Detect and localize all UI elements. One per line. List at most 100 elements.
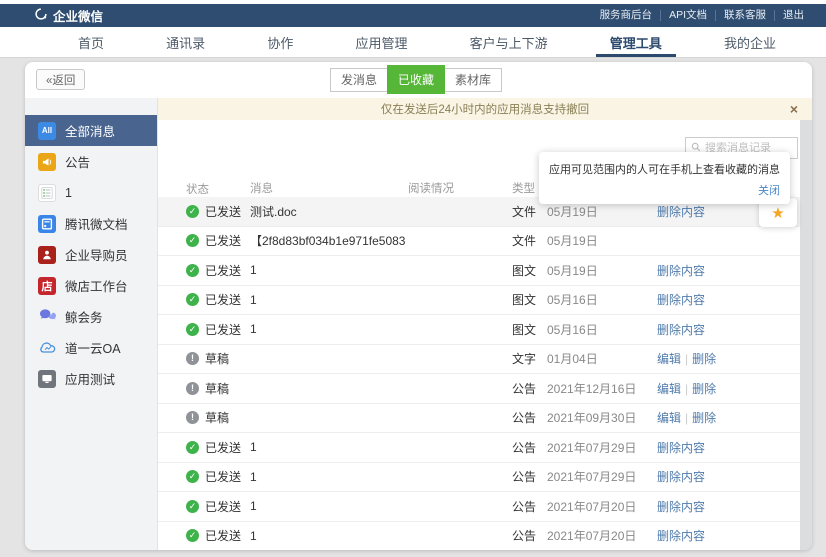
main-nav: 首页 通讯录 协作 应用管理 客户与上下游 管理工具 我的企业 [0, 27, 826, 58]
nav-item-1[interactable]: 首页 [78, 35, 105, 51]
status-text: 已发送 [205, 204, 242, 219]
scrollbar-track[interactable] [800, 120, 812, 550]
sidebar-item[interactable]: 腾讯微文档 [25, 208, 157, 239]
action-link[interactable]: 编辑 [657, 381, 682, 396]
search-icon [691, 139, 701, 157]
actions-cell: 删除内容 [657, 468, 740, 485]
close-icon[interactable]: × [789, 101, 798, 117]
nav-item-3[interactable]: 协作 [267, 35, 294, 51]
sent-check-icon: ✓ [186, 322, 199, 336]
sidebar-item[interactable]: All 全部消息 [25, 115, 157, 146]
topbar-link[interactable]: API文档 [660, 10, 715, 21]
draft-icon: ! [186, 411, 199, 425]
window-top-strip [0, 0, 826, 4]
action-link[interactable]: 删除 [692, 352, 717, 367]
type-cell: 文件 [512, 204, 537, 219]
table-row: ✓ 已发送 1 图文 05月19日 删除内容 [158, 256, 800, 286]
sidebar-item[interactable]: 企业导购员 [25, 239, 157, 270]
draft-icon: ! [186, 352, 199, 366]
topbar-links: 服务商后台 API文档 联系客服 退出 [592, 10, 812, 21]
status-text: 草稿 [205, 381, 230, 396]
action-link[interactable]: 删除内容 [657, 322, 706, 337]
document-icon [38, 214, 56, 233]
status-text: 草稿 [205, 352, 230, 367]
status-text: 已发送 [205, 322, 242, 337]
app-sidebar: All 全部消息 公告 1 腾讯微文档企业导购员店微店工作台鲸会务道一云OA 应用测试 [25, 98, 158, 550]
type-cell: 公告 [512, 499, 537, 514]
date-cell: 05月19日 [547, 234, 598, 249]
nav-item-7[interactable]: 我的企业 [723, 35, 776, 51]
search-input[interactable] [705, 142, 792, 154]
action-link[interactable]: 删除 [692, 411, 717, 426]
status-text: 已发送 [205, 529, 242, 544]
topbar-link[interactable]: 退出 [774, 10, 812, 21]
sidebar-item[interactable]: 应用测试 [25, 363, 157, 394]
table-row: ✓ 已发送 1 公告 2021年07月29日 删除内容 [158, 433, 800, 463]
tab-2[interactable]: 已收藏 [387, 65, 446, 94]
all-icon: All [38, 121, 56, 140]
message-cell: 1 [250, 528, 257, 543]
tab-3[interactable]: 素材库 [444, 68, 503, 92]
action-link[interactable]: 删除内容 [657, 204, 706, 219]
sent-check-icon: ✓ [186, 440, 199, 454]
date-cell: 05月19日 [547, 263, 598, 278]
actions-cell: 删除内容 [657, 439, 740, 456]
tooltip-close-link[interactable]: 关闭 [758, 185, 780, 197]
nav-item-2[interactable]: 通讯录 [166, 35, 206, 51]
sidebar-item-label: 道一云OA [65, 342, 121, 356]
action-link[interactable]: 删除 [692, 381, 717, 396]
table-row: ! 草稿 文字 01月04日 编辑 | 删除 [158, 345, 800, 374]
sidebar-item[interactable]: 道一云OA [25, 332, 157, 363]
message-cell: 1 [250, 292, 257, 307]
status-text: 已发送 [205, 499, 242, 514]
chat-icon [38, 307, 56, 327]
date-cell: 05月16日 [547, 293, 598, 308]
sent-check-icon: ✓ [186, 529, 199, 543]
date-cell: 2021年07月20日 [547, 529, 637, 544]
action-link[interactable]: 删除内容 [657, 440, 706, 455]
sidebar-item-label: 鲸会务 [65, 311, 103, 325]
sidebar-item[interactable]: 1 [25, 177, 157, 208]
actions-cell: 编辑 | 删除 [657, 350, 740, 367]
sidebar-item[interactable]: 公告 [25, 146, 157, 177]
nav-item-4[interactable]: 应用管理 [355, 35, 408, 51]
action-link[interactable]: 删除内容 [657, 263, 706, 278]
action-link[interactable]: 删除内容 [657, 529, 706, 544]
logo-text: 企业微信 [53, 10, 104, 24]
monitor-icon [38, 369, 56, 388]
status-text: 已发送 [205, 263, 242, 278]
sidebar-item-label: 微店工作台 [65, 280, 128, 294]
status-text: 草稿 [205, 411, 230, 426]
star-icon[interactable]: ★ [771, 204, 785, 222]
topbar-link[interactable]: 联系客服 [715, 10, 774, 21]
nav-item-6[interactable]: 管理工具 [595, 27, 676, 57]
action-link[interactable]: 删除内容 [657, 470, 706, 485]
page-background: «返回 发消息 已收藏 素材库 仅在发送后24小时内的应用消息支持撤回 × All 全… [0, 58, 826, 557]
back-button[interactable]: «返回 [36, 69, 86, 90]
status-text: 已发送 [205, 440, 242, 455]
action-link[interactable]: 删除内容 [657, 293, 706, 308]
action-separator: | [685, 352, 689, 367]
actions-cell: 删除内容 [657, 321, 740, 338]
sidebar-item-label: 企业导购员 [65, 249, 128, 263]
action-link[interactable]: 删除内容 [657, 499, 706, 514]
nav-item-5[interactable]: 客户与上下游 [469, 35, 548, 51]
tab-1[interactable]: 发消息 [330, 68, 389, 92]
type-cell: 公告 [512, 381, 537, 396]
action-link[interactable]: 编辑 [657, 352, 682, 367]
date-cell: 2021年07月29日 [547, 470, 637, 485]
sidebar-item[interactable]: 店微店工作台 [25, 270, 157, 301]
topbar-link[interactable]: 服务商后台 [599, 9, 653, 21]
message-cell: 1 [250, 499, 257, 514]
date-cell: 01月04日 [547, 352, 598, 367]
date-cell: 2021年07月29日 [547, 440, 637, 455]
table-row: ✓ 已发送 1 公告 2021年07月20日 删除内容 [158, 492, 800, 522]
message-cell: 测试.doc [250, 204, 297, 219]
content-card: «返回 发消息 已收藏 素材库 仅在发送后24小时内的应用消息支持撤回 × All 全… [25, 62, 812, 550]
status-text: 已发送 [205, 293, 242, 308]
actions-cell: 删除内容 [657, 262, 740, 279]
logo[interactable]: 企业微信 [34, 6, 103, 25]
sidebar-item[interactable]: 鲸会务 [25, 301, 157, 332]
action-link[interactable]: 编辑 [657, 411, 682, 426]
